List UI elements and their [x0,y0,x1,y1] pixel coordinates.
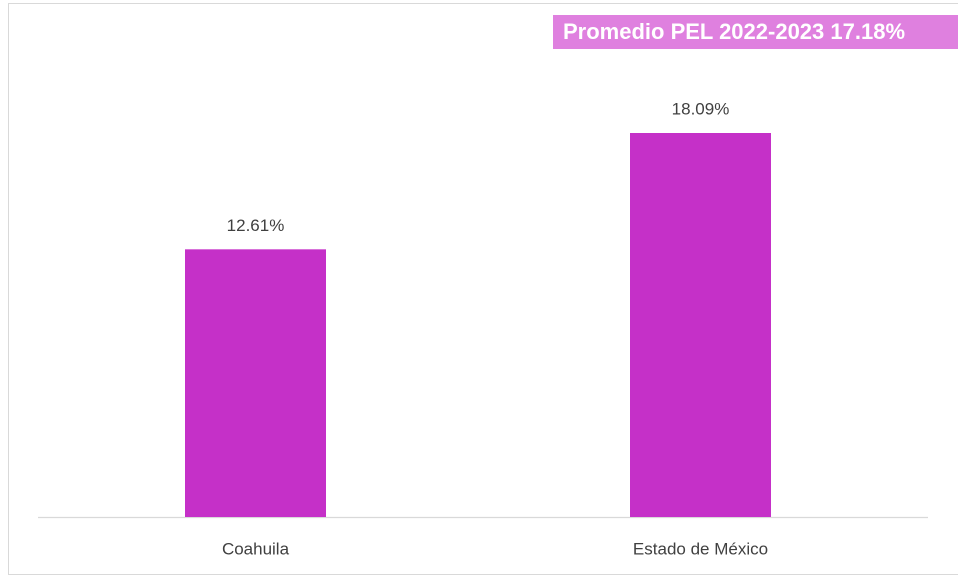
data-label: 18.09% [672,99,730,118]
annotation-box [553,15,958,49]
chart-frame [8,3,958,575]
bar [630,133,771,517]
x-tick-label: Coahuila [222,539,290,558]
data-label: 12.61% [227,216,285,235]
x-tick-label: Estado de México [633,539,768,558]
bar [185,249,326,517]
annotation: Promedio PEL 2022-2023 17.18% [563,19,905,44]
